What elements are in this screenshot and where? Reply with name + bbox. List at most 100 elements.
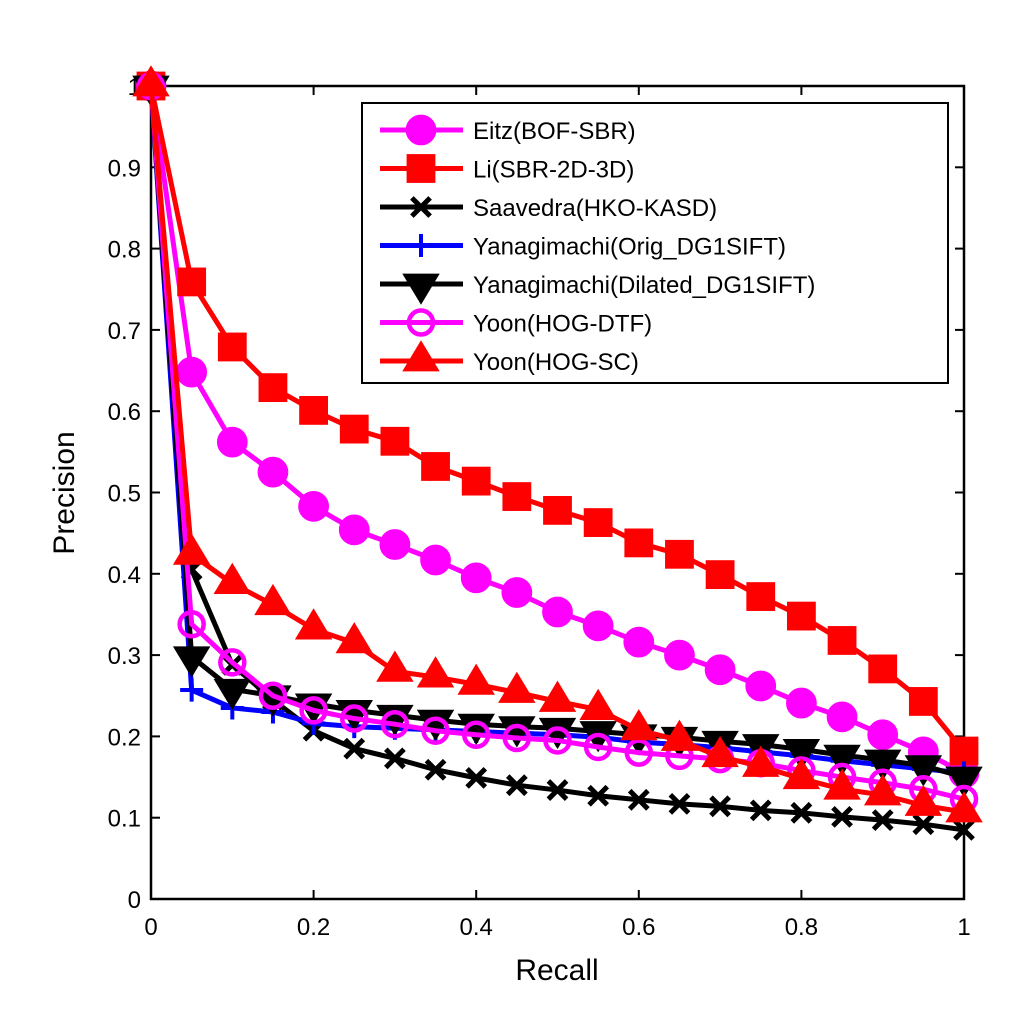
data-point xyxy=(863,774,902,806)
data-point xyxy=(827,626,857,655)
data-point xyxy=(742,745,780,777)
data-point xyxy=(376,704,414,737)
legend-label: Yanagimachi(Orig_DG1SIFT) xyxy=(473,234,786,261)
data-point xyxy=(254,583,292,616)
data-point xyxy=(782,739,821,771)
legend-marker xyxy=(402,340,440,372)
x-tick-label: 0.8 xyxy=(785,914,818,941)
data-point xyxy=(746,582,776,611)
data-point xyxy=(421,452,450,481)
data-point xyxy=(627,788,650,811)
y-tick-label: 0.4 xyxy=(108,562,141,589)
data-point xyxy=(945,766,983,798)
data-point xyxy=(826,701,858,733)
data-point xyxy=(213,678,252,711)
data-point xyxy=(668,792,691,815)
data-point xyxy=(379,529,411,560)
data-point xyxy=(384,747,406,770)
y-axis-ticks: 00.10.20.30.40.50.60.70.80.91 xyxy=(108,74,964,914)
y-tick-label: 0.5 xyxy=(108,481,141,508)
data-point xyxy=(461,720,491,750)
y-tick-label: 0.7 xyxy=(108,318,141,345)
y-tick-label: 0.9 xyxy=(108,155,141,182)
data-point xyxy=(343,737,366,760)
data-point xyxy=(217,332,247,362)
data-point xyxy=(546,779,569,801)
legend-item: Li(SBR-2D-3D) xyxy=(380,154,634,184)
data-point xyxy=(704,654,736,686)
data-point xyxy=(424,758,447,781)
legend-marker xyxy=(402,273,440,305)
data-point xyxy=(213,562,252,594)
data-point xyxy=(953,819,975,841)
legend-marker xyxy=(406,308,436,337)
data-point xyxy=(582,610,614,642)
x-tick-label: 0 xyxy=(144,914,157,941)
series-yoon-hog-sc xyxy=(132,65,983,823)
x-tick-label: 1 xyxy=(957,914,970,941)
data-point xyxy=(543,726,572,755)
data-point xyxy=(177,267,207,297)
data-point xyxy=(498,671,536,703)
data-point xyxy=(624,528,654,558)
legend-label: Li(SBR-2D-3D) xyxy=(473,157,634,184)
y-tick-label: 0.3 xyxy=(108,643,141,670)
x-tick-label: 0.2 xyxy=(297,914,330,941)
series-li-sbr-2d-3d xyxy=(136,71,979,766)
data-point xyxy=(465,766,488,789)
data-point xyxy=(338,514,370,546)
legend-item: Saavedra(HKO-KASD) xyxy=(380,195,717,222)
data-point xyxy=(538,680,577,712)
data-point xyxy=(218,648,247,677)
data-point xyxy=(339,414,369,444)
data-point xyxy=(709,795,731,818)
data-point xyxy=(542,596,573,628)
y-axis-label: Precision xyxy=(48,431,81,554)
legend-label: Eitz(BOF-SBR) xyxy=(473,118,636,145)
legend-item: Eitz(BOF-SBR) xyxy=(380,114,636,146)
data-point xyxy=(258,681,288,710)
data-point xyxy=(502,482,532,511)
data-point xyxy=(416,656,455,688)
data-point xyxy=(871,809,894,832)
data-point xyxy=(257,456,289,488)
y-tick-label: 0.1 xyxy=(108,806,141,833)
data-point xyxy=(749,799,772,822)
data-point xyxy=(132,65,170,97)
data-point xyxy=(867,719,899,751)
data-point xyxy=(579,688,617,720)
legend-item: Yoon(HOG-DTF) xyxy=(380,308,652,338)
data-point xyxy=(460,562,492,594)
y-tick-label: 0.8 xyxy=(108,237,141,264)
data-point xyxy=(294,608,333,640)
x-axis-label: Recall xyxy=(515,954,598,987)
data-point xyxy=(831,805,853,828)
data-point xyxy=(258,373,288,403)
legend-label: Yanagimachi(Dilated_DG1SIFT) xyxy=(473,272,815,299)
legend-label: Yoon(HOG-SC) xyxy=(473,349,639,376)
data-point xyxy=(583,732,613,762)
data-point xyxy=(624,738,654,767)
y-tick-label: 0 xyxy=(128,887,141,914)
data-point xyxy=(623,626,655,658)
data-point xyxy=(457,713,495,746)
data-point xyxy=(863,749,902,781)
data-point xyxy=(421,716,450,745)
data-point xyxy=(172,533,211,565)
data-point xyxy=(298,490,329,522)
data-point xyxy=(461,466,491,496)
data-point xyxy=(904,755,943,787)
data-point xyxy=(908,687,938,716)
data-point xyxy=(505,774,528,797)
data-point xyxy=(177,609,206,639)
data-point xyxy=(172,646,211,678)
data-point xyxy=(701,735,739,768)
data-point xyxy=(786,687,817,719)
data-point xyxy=(340,704,369,733)
data-point xyxy=(912,813,935,836)
data-point xyxy=(660,719,699,751)
y-tick-label: 0.2 xyxy=(108,724,141,751)
data-point xyxy=(620,709,658,741)
data-point xyxy=(498,716,536,748)
series-layer xyxy=(132,65,983,841)
